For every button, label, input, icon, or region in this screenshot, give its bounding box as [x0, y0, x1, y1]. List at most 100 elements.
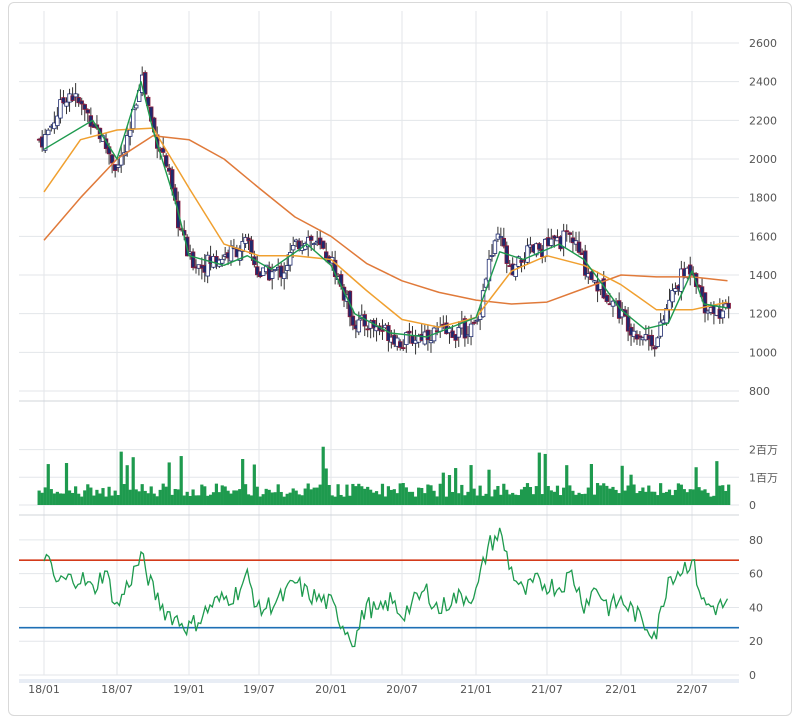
candle-body — [163, 155, 169, 167]
volume-bar — [92, 495, 96, 505]
volume-bar — [626, 485, 630, 505]
volume-bar — [605, 485, 609, 505]
volume-bar — [398, 483, 402, 505]
oscillator-line — [43, 527, 729, 648]
candle-body — [305, 236, 311, 248]
x-tick-label: 20/07 — [386, 683, 418, 696]
candle-body — [501, 237, 507, 247]
volume-bar — [206, 495, 210, 505]
price-tick-label: 1400 — [749, 269, 777, 282]
volume-bar — [380, 483, 385, 505]
candle-body — [278, 265, 284, 278]
volume-bar — [667, 489, 672, 505]
volume-bar — [220, 485, 224, 505]
volume-bar — [113, 490, 117, 505]
volume-bar — [104, 496, 108, 505]
volume-bar — [86, 484, 90, 505]
volume-bar — [721, 485, 725, 505]
grid-layer — [19, 11, 739, 683]
candle-body — [240, 241, 245, 252]
candle-body — [610, 300, 616, 307]
candle-body — [136, 90, 142, 102]
volume-bar — [67, 490, 72, 505]
price-tick-label: 1000 — [749, 346, 777, 359]
price-tick-label: 2600 — [749, 37, 777, 50]
volume-bar — [324, 468, 328, 505]
volume-bar — [469, 465, 473, 505]
volume-bar — [122, 484, 126, 505]
volume-bar — [602, 483, 606, 505]
volume-bar — [173, 488, 177, 505]
oscillator-tick-label: 0 — [749, 669, 756, 682]
volume-bar — [389, 489, 393, 505]
volume-bar — [429, 485, 433, 505]
volume-bar — [673, 489, 678, 505]
volume-bar — [540, 494, 544, 505]
x-tick-label: 19/01 — [173, 683, 205, 696]
volume-bar — [258, 496, 262, 505]
volume-bar — [586, 487, 590, 505]
x-tick-label: 18/07 — [101, 683, 133, 696]
candle-body — [128, 129, 133, 137]
volume-bar — [70, 492, 75, 505]
volume-bar — [709, 496, 713, 505]
volume-bar — [496, 485, 500, 505]
candle-body — [564, 230, 569, 233]
volume-bar — [685, 492, 689, 505]
candle-body — [311, 243, 317, 245]
volume-bar — [64, 463, 69, 505]
price-tick-label: 1200 — [749, 308, 777, 321]
volume-bar — [441, 472, 445, 505]
candle-body — [85, 109, 90, 114]
candle-body — [410, 335, 415, 344]
volume-bar — [664, 491, 669, 505]
volume-bar — [49, 489, 53, 505]
volume-bar — [620, 465, 624, 505]
x-tick-label: 22/01 — [605, 683, 637, 696]
candle-body — [249, 239, 254, 255]
volume-bar — [238, 489, 242, 505]
candle-body — [287, 252, 293, 266]
volume-bar — [176, 489, 180, 505]
candle-body — [567, 232, 573, 235]
volume-bar — [191, 489, 195, 505]
candle-body — [134, 104, 139, 109]
volume-bar — [128, 489, 132, 505]
candle-body — [82, 104, 87, 110]
volume-bar — [203, 486, 207, 505]
moving-average-short — [43, 81, 728, 338]
candle-body — [109, 154, 115, 164]
x-tick-label: 21/07 — [531, 683, 563, 696]
volume-bar — [392, 489, 396, 505]
volume-bar — [208, 494, 213, 505]
volume-bar — [261, 494, 265, 505]
volume-bar — [137, 491, 141, 505]
volume-bar — [519, 489, 524, 505]
volume-bar — [715, 461, 719, 505]
candle-body — [398, 341, 403, 348]
volume-bar — [363, 488, 367, 505]
volume-bar — [339, 494, 343, 505]
candle-body — [61, 97, 66, 104]
volume-bar — [423, 493, 427, 505]
volume-bar — [158, 489, 162, 505]
oscillator-tick-label: 40 — [749, 601, 763, 614]
candle-body — [401, 347, 406, 350]
volume-bar — [235, 490, 239, 505]
volume-bar — [241, 459, 245, 505]
volume-bar — [543, 453, 547, 505]
volume-bar — [632, 484, 636, 505]
candle-body — [284, 265, 290, 271]
candle-body — [365, 328, 370, 331]
volume-bar — [155, 496, 159, 505]
candle-body — [43, 134, 48, 151]
volume-bar — [562, 487, 566, 505]
volume-bar — [179, 456, 183, 505]
volume-bar — [333, 496, 337, 505]
volume-bar — [345, 484, 349, 505]
volume-bar — [555, 485, 560, 505]
volume-bar — [525, 483, 530, 505]
volume-bar — [549, 490, 553, 505]
volume-bar — [528, 487, 533, 505]
x-tick-label: 21/01 — [460, 683, 492, 696]
